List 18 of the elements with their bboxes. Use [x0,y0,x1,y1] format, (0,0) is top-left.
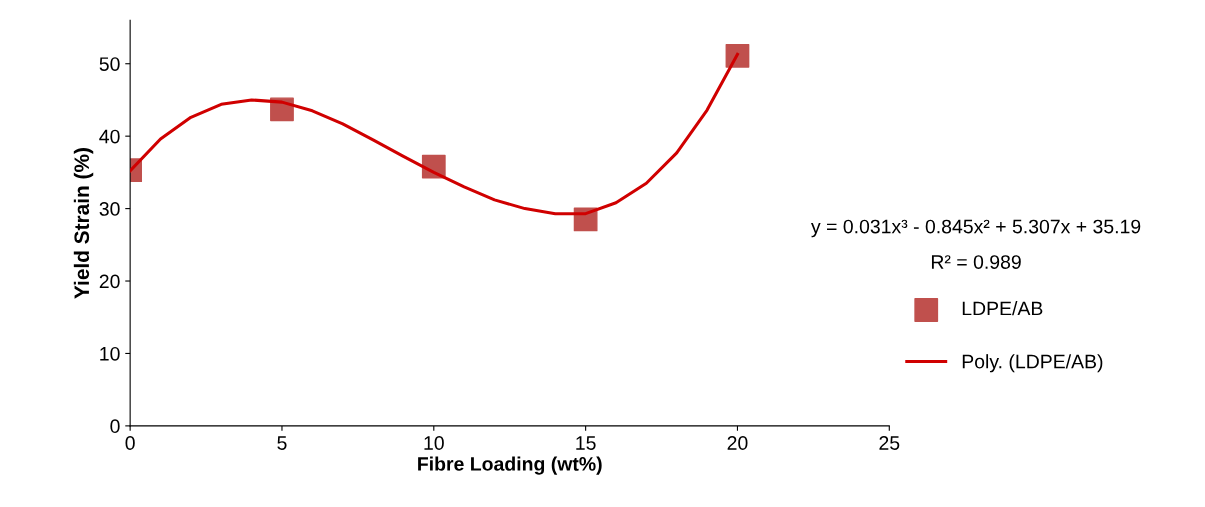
y-tick-label: 0 [110,419,120,434]
x-tick-label: 0 [125,436,135,450]
x-axis-title: Fibre Loading (wt%) [418,456,602,475]
x-tick-label: 15 [576,436,596,450]
x-tick-label: 5 [277,436,287,450]
y-tick-label: 20 [99,274,120,289]
annotation: y = 0.031x³ - 0.845x² + 5.307x + 35.19 [810,219,1141,238]
y-axis-title: Yield Strain (%) [73,148,94,299]
legend-label: LDPE/AB [962,301,1043,316]
x-tick-label: 10 [424,436,444,450]
x-tick-label: 25 [879,436,900,450]
y-tick-label: 50 [99,57,120,71]
y-tick-label: 10 [100,346,120,361]
y-tick-label: 40 [99,129,120,144]
y-tick-label: 30 [99,202,120,216]
legend-label: Poly. (LDPE/AB) [962,354,1103,373]
x-tick-label: 20 [727,436,748,450]
text: R² = 0.989 [931,255,1021,269]
